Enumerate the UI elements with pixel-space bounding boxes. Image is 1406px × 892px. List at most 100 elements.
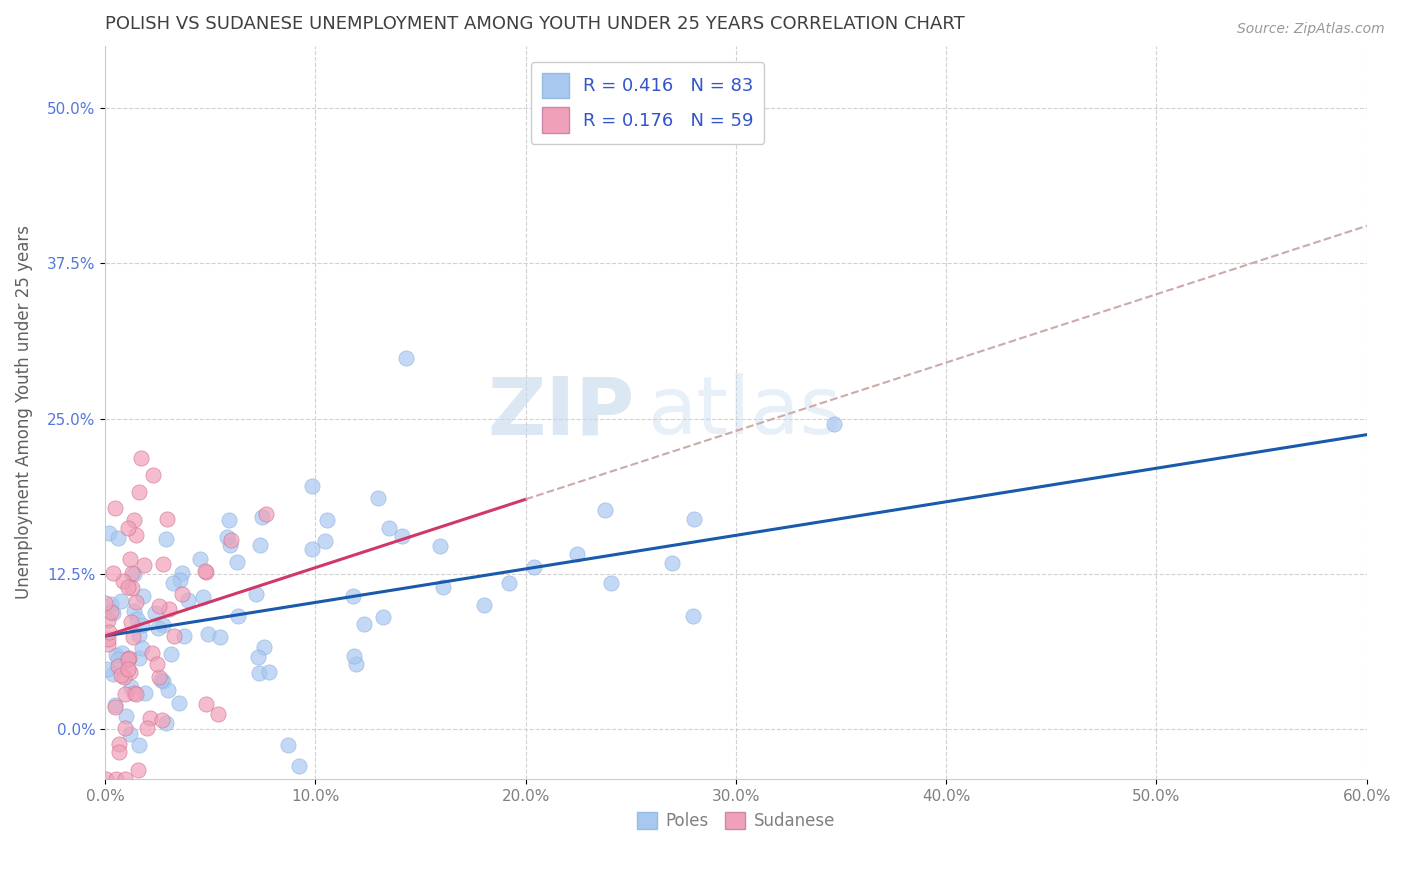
Point [139,711,162,725]
Point [111,646,134,660]
Point [107,531,129,545]
Point [146,657,169,672]
Point [120,665,142,680]
Point [225,555,247,569]
Point [118,651,141,665]
Point [197,627,219,641]
Point [114,721,136,735]
Point [136,721,159,735]
Point [105,648,128,663]
Point [157,602,180,616]
Point [94,596,117,610]
Point [97,526,120,541]
Point [523,560,546,574]
Point [683,512,706,526]
Point [215,531,238,545]
Point [219,533,242,548]
Point [195,697,218,711]
Point [134,685,156,699]
Point [288,759,311,773]
Point [100,597,122,611]
Point [121,581,143,595]
Point [148,621,170,635]
Point [107,659,129,673]
Point [98,624,121,639]
Point [247,665,270,680]
Point [498,575,520,590]
Point [142,468,165,483]
Point [156,683,179,698]
Point [101,667,124,681]
Point [112,574,135,588]
Point [125,595,148,609]
Point [128,738,150,752]
Point [120,727,142,741]
Point [188,552,211,566]
Point [823,417,845,432]
Point [170,586,193,600]
Point [120,680,142,694]
Point [110,668,132,682]
Point [565,547,588,561]
Point [100,605,122,619]
Point [277,738,299,752]
Point [114,709,136,723]
Point [149,673,172,687]
Text: ZIP: ZIP [488,373,636,451]
Point [371,609,394,624]
Point [169,573,191,587]
Point [105,772,128,786]
Point [108,737,131,751]
Point [218,513,240,527]
Point [194,566,217,580]
Legend: Poles, Sudanese: Poles, Sudanese [630,805,842,837]
Point [472,598,495,612]
Point [121,566,143,580]
Point [343,649,366,664]
Point [97,637,120,651]
Point [124,513,146,527]
Point [131,617,153,632]
Point [114,772,136,786]
Point [315,513,337,527]
Point [127,764,149,778]
Point [152,673,174,688]
Point [117,652,139,666]
Point [114,687,136,701]
Point [122,630,145,644]
Point [112,671,135,685]
Point [104,698,127,713]
Y-axis label: Unemployment Among Youth under 25 years: Unemployment Among Youth under 25 years [15,226,32,599]
Point [254,507,277,521]
Point [259,665,281,680]
Point [152,558,174,572]
Point [104,700,127,714]
Point [162,629,184,643]
Point [173,628,195,642]
Point [344,657,367,671]
Point [145,607,167,621]
Point [132,558,155,572]
Point [120,551,142,566]
Point [97,632,120,646]
Point [128,651,150,665]
Point [122,567,145,582]
Point [595,503,617,517]
Point [661,556,683,570]
Point [129,450,152,465]
Point [209,631,232,645]
Point [342,589,364,603]
Point [115,652,138,666]
Point [125,686,148,700]
Point [301,541,323,556]
Point [122,604,145,618]
Point [96,772,118,786]
Point [96,662,118,676]
Text: Source: ZipAtlas.com: Source: ZipAtlas.com [1237,22,1385,37]
Point [150,713,173,727]
Text: POLISH VS SUDANESE UNEMPLOYMENT AMONG YOUTH UNDER 25 YEARS CORRELATION CHART: POLISH VS SUDANESE UNEMPLOYMENT AMONG YO… [105,15,965,33]
Point [600,576,623,591]
Point [125,612,148,626]
Point [378,520,401,534]
Point [156,512,179,526]
